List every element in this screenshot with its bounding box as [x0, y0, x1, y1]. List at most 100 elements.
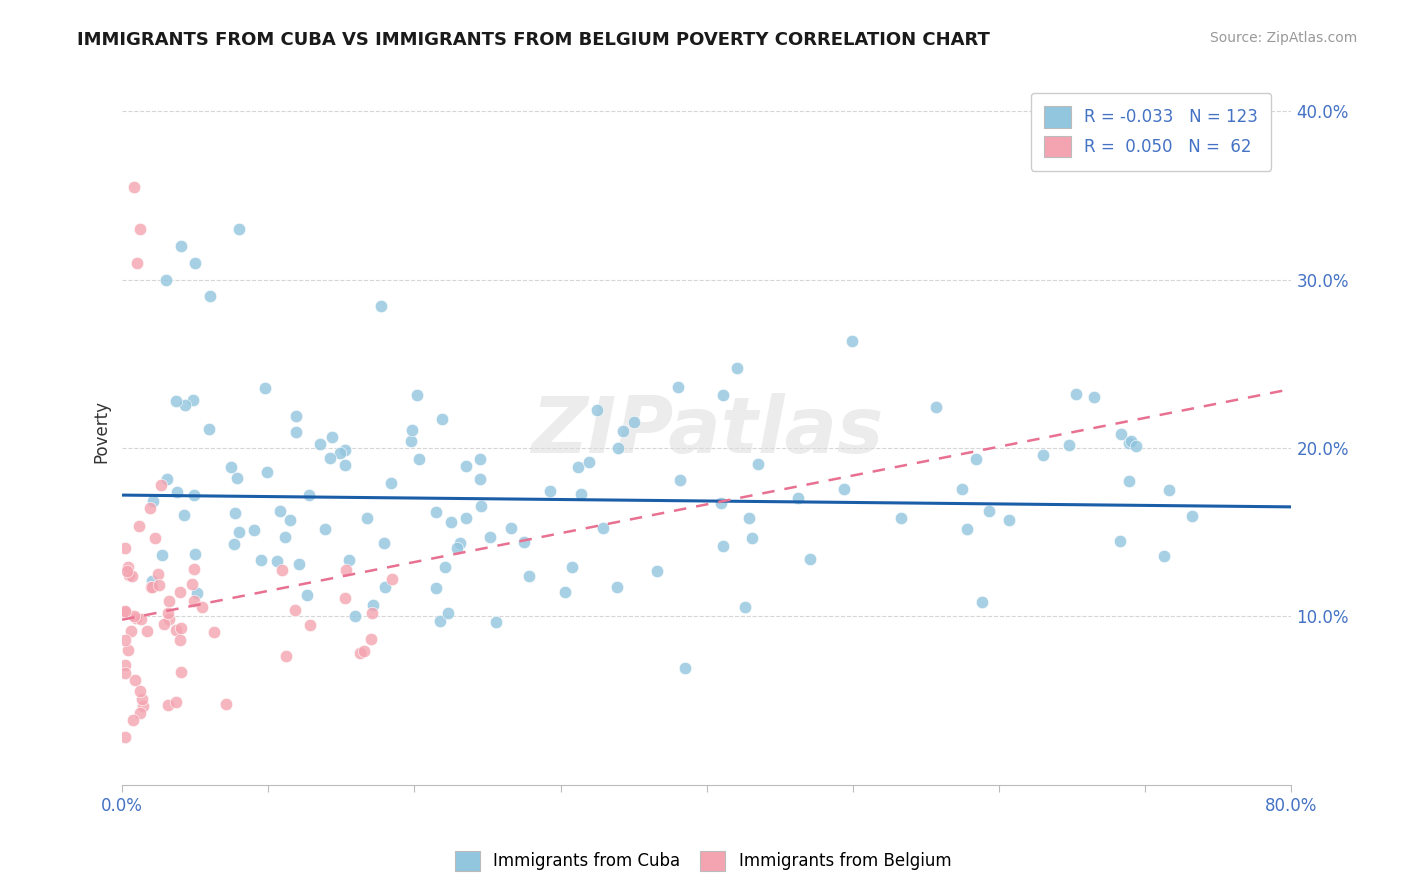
Point — [321, 430, 343, 444]
Point — [128, 684, 150, 698]
Point — [156, 698, 179, 712]
Point — [1181, 509, 1204, 524]
Point — [276, 648, 298, 663]
Point — [128, 519, 150, 533]
Point — [181, 392, 204, 407]
Point — [925, 401, 948, 415]
Point — [117, 560, 139, 574]
Point — [118, 568, 141, 582]
Point — [131, 692, 153, 706]
Point — [314, 522, 336, 536]
Point — [434, 560, 457, 574]
Point — [191, 599, 214, 614]
Point — [114, 605, 136, 619]
Point — [356, 511, 378, 525]
Point — [517, 568, 540, 582]
Point — [711, 539, 734, 553]
Point — [586, 403, 609, 417]
Point — [114, 666, 136, 681]
Point — [841, 334, 863, 348]
Point — [219, 460, 242, 475]
Point — [468, 452, 491, 467]
Point — [128, 706, 150, 720]
Point — [288, 558, 311, 572]
Point — [256, 465, 278, 479]
Point — [173, 508, 195, 522]
Point — [152, 616, 174, 631]
Point — [198, 289, 221, 303]
Point — [115, 564, 138, 578]
Point — [150, 548, 173, 562]
Point — [673, 661, 696, 675]
Point — [370, 300, 392, 314]
Point — [269, 504, 291, 518]
Point — [337, 553, 360, 567]
Point — [114, 633, 136, 648]
Point — [432, 411, 454, 425]
Point — [121, 624, 143, 638]
Point — [114, 541, 136, 555]
Point — [128, 222, 150, 236]
Point — [786, 491, 808, 505]
Point — [834, 482, 856, 496]
Point — [169, 632, 191, 647]
Point — [186, 585, 208, 599]
Point — [449, 536, 471, 550]
Point — [309, 437, 332, 451]
Point — [183, 488, 205, 502]
Point — [1108, 534, 1130, 549]
Point — [381, 572, 404, 586]
Point — [181, 577, 204, 591]
Point — [141, 580, 163, 594]
Point — [146, 566, 169, 581]
Point — [456, 511, 478, 525]
Point — [1064, 387, 1087, 401]
Point — [408, 452, 430, 467]
Point — [114, 604, 136, 618]
Point — [373, 536, 395, 550]
Point — [425, 505, 447, 519]
Point — [454, 458, 477, 473]
Point — [243, 523, 266, 537]
Point — [124, 609, 146, 624]
Point — [569, 487, 592, 501]
Point — [344, 609, 367, 624]
Point — [202, 625, 225, 640]
Point — [226, 471, 249, 485]
Point — [890, 510, 912, 524]
Point — [612, 425, 634, 439]
Point — [184, 255, 207, 269]
Point — [335, 458, 357, 472]
Point — [1118, 435, 1140, 450]
Point — [401, 423, 423, 437]
Point — [965, 451, 987, 466]
Point — [224, 506, 246, 520]
Text: Source: ZipAtlas.com: Source: ZipAtlas.com — [1209, 31, 1357, 45]
Point — [353, 644, 375, 658]
Point — [734, 599, 756, 614]
Point — [399, 434, 422, 448]
Point — [159, 612, 181, 626]
Point — [333, 591, 356, 605]
Text: ZIPatlas: ZIPatlas — [530, 393, 883, 469]
Point — [360, 632, 382, 646]
Point — [361, 607, 384, 621]
Point — [950, 482, 973, 496]
Point — [165, 695, 187, 709]
Point — [117, 643, 139, 657]
Point — [437, 606, 460, 620]
Point — [274, 530, 297, 544]
Point — [129, 612, 152, 626]
Point — [485, 615, 508, 629]
Point — [645, 565, 668, 579]
Point — [173, 398, 195, 412]
Point — [298, 618, 321, 632]
Point — [335, 562, 357, 576]
Point — [1125, 439, 1147, 453]
Point — [538, 484, 561, 499]
Point — [970, 595, 993, 609]
Point — [139, 580, 162, 594]
Point — [440, 515, 463, 529]
Text: IMMIGRANTS FROM CUBA VS IMMIGRANTS FROM BELGIUM POVERTY CORRELATION CHART: IMMIGRANTS FROM CUBA VS IMMIGRANTS FROM … — [77, 31, 990, 49]
Point — [405, 388, 427, 402]
